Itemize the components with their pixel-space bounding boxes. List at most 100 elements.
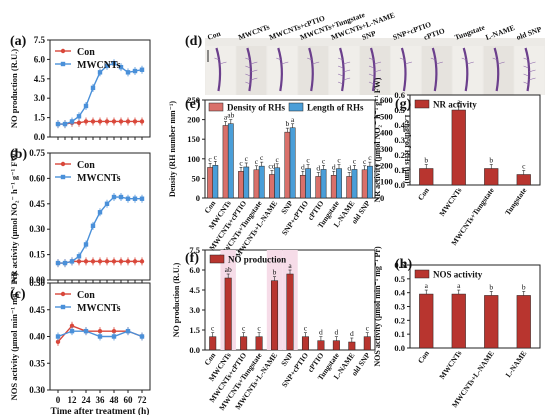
data-point	[83, 103, 89, 109]
significance-letter: d	[347, 163, 351, 172]
data-point	[97, 70, 103, 75]
root-hair	[523, 73, 529, 77]
significance-letter: c	[208, 154, 212, 163]
data-point	[118, 259, 124, 264]
data-point	[118, 64, 124, 70]
legend-label: Con	[77, 160, 95, 171]
data-point	[104, 201, 110, 206]
legend-label: Density of RHs	[227, 103, 285, 113]
data-point	[69, 259, 75, 264]
significance-letter: b	[273, 268, 277, 277]
panel-a: 0.0 1.5 3.0 4.5 6.0 7.5 NO production (R.U.) Co…	[9, 35, 151, 142]
root-hair	[399, 57, 406, 61]
significance-letter: c	[211, 324, 215, 333]
data-point	[125, 70, 131, 75]
y-tick-label: 0.15	[29, 250, 45, 260]
data-point	[76, 259, 82, 264]
legend-swatch	[288, 102, 304, 112]
y-axis-label: NO production (R.U.)	[172, 262, 181, 337]
y-axis-label: NR activity (μmol NO₂⁻ h⁻¹ g⁻¹ FW)	[9, 150, 19, 283]
y-tick-label: 6.0	[34, 54, 46, 64]
root-hair	[337, 73, 344, 77]
legend-label: MWCNTs	[77, 303, 121, 314]
data-point	[90, 223, 96, 229]
y-tick-label: 0.5	[394, 274, 405, 284]
data-point	[139, 334, 145, 339]
data-point	[111, 259, 117, 264]
data-point	[97, 334, 103, 339]
data-point	[97, 210, 103, 215]
root-hair	[435, 61, 443, 65]
legend-swatch	[414, 99, 430, 109]
bar	[451, 293, 466, 349]
significance-letter: b	[285, 119, 289, 128]
data-point	[90, 119, 96, 124]
x-tick-label: 60	[124, 395, 134, 405]
significance-letter: b	[489, 282, 493, 291]
significance-letter: d	[332, 162, 336, 171]
significance-letter: d	[316, 163, 320, 172]
root-stain	[431, 47, 438, 92]
x-tick-label: 12	[68, 395, 78, 405]
root-hair	[466, 61, 474, 65]
y-tick-label: 7.5	[189, 245, 200, 255]
bar	[209, 336, 217, 351]
bar	[451, 109, 466, 186]
root-hair	[276, 57, 282, 61]
y-tick-label: 0.6	[394, 90, 405, 100]
panel-label-a: (a)	[10, 34, 27, 49]
bar	[346, 176, 353, 199]
y-tick-label: 0.00	[29, 275, 45, 285]
y-tick-label: 0.0	[34, 132, 46, 142]
legend-label: NR activity	[433, 100, 477, 110]
data-point	[69, 119, 75, 124]
bar	[317, 340, 325, 351]
root-hair	[373, 61, 382, 65]
root-hair	[245, 57, 251, 61]
significance-letter: c	[276, 155, 280, 164]
y-tick-label: 0.0	[189, 345, 200, 355]
significance-letter: d	[334, 328, 338, 337]
category-label: Con	[416, 185, 431, 202]
data-point	[55, 121, 61, 127]
bar	[258, 165, 265, 199]
legend-label: Length of RHs	[307, 103, 364, 113]
bar	[274, 167, 281, 199]
significance-letter: c	[260, 153, 264, 162]
root-stain	[493, 47, 500, 92]
y-tick-label: 150	[187, 134, 200, 144]
bar	[224, 277, 232, 351]
significance-letter: a	[457, 281, 461, 290]
y2-tick-label: 500	[380, 111, 393, 121]
data-point	[125, 119, 131, 124]
root-stain	[339, 47, 345, 92]
significance-letter: a	[288, 261, 292, 270]
root-hair	[461, 57, 467, 61]
data-point	[125, 259, 131, 264]
x-tick-label: 48	[110, 395, 120, 405]
significance-letter: c	[306, 156, 310, 165]
root-hair	[528, 69, 536, 73]
root-hair	[245, 81, 251, 85]
bar	[289, 127, 296, 199]
panel-label-g: (g)	[395, 97, 412, 112]
data-point	[139, 119, 145, 124]
root-stain	[462, 47, 469, 92]
y-tick-label: 1.5	[189, 325, 200, 335]
root-hair	[219, 61, 227, 65]
bar	[351, 169, 358, 199]
root-stain	[215, 47, 222, 92]
y-tick-label: 1.5	[34, 113, 46, 123]
x-tick-label: 24	[82, 395, 92, 405]
x-axis-label: Time after treatment (h)	[51, 406, 150, 415]
data-point	[104, 119, 110, 124]
y-tick-label: 0.30	[29, 224, 45, 234]
root-stain	[400, 47, 407, 92]
root-stain	[246, 47, 253, 92]
significance-letter: d	[301, 162, 305, 171]
data-point	[76, 120, 82, 125]
bar	[299, 175, 306, 199]
data-point	[76, 254, 82, 259]
significance-letter: c	[366, 324, 370, 333]
root-hair	[528, 61, 536, 65]
